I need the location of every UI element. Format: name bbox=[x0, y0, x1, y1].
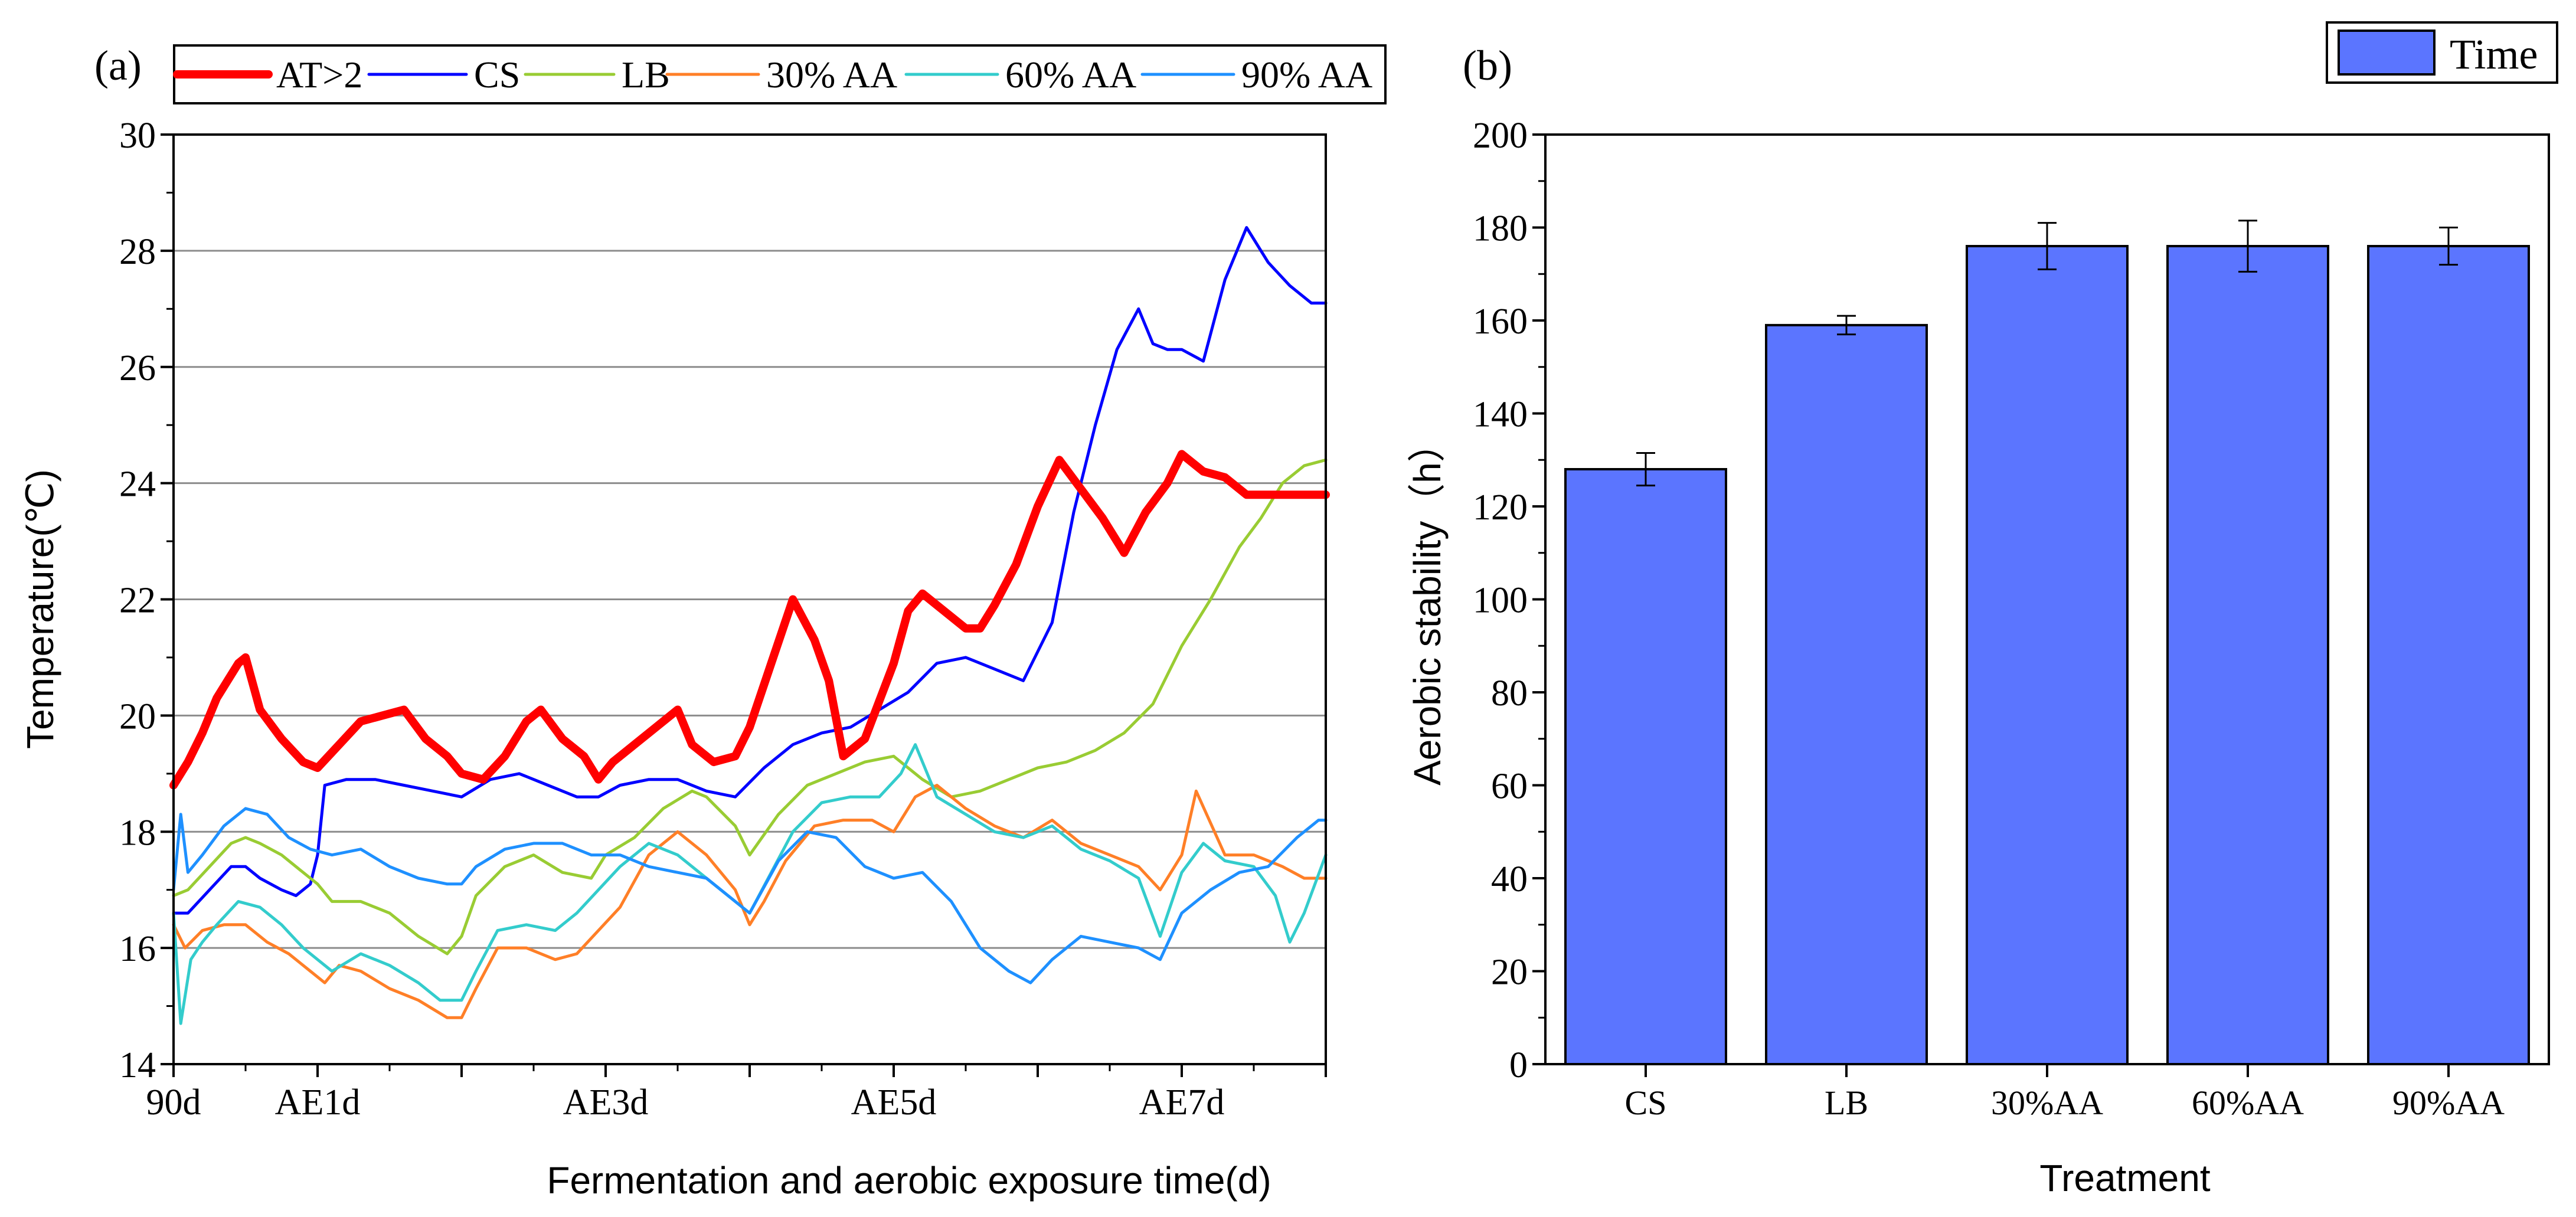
panel-b-error-bars bbox=[1636, 220, 2458, 487]
panel-b-x-axis-label: Treatment bbox=[2039, 1157, 2211, 1199]
bar-30aa bbox=[1966, 245, 2129, 1065]
x-tick-label-AE1d: AE1d bbox=[275, 1082, 361, 1123]
y-tick-label-26: 26 bbox=[119, 348, 156, 388]
panel-b-y-axis-label: Aerobic stability（h） bbox=[1406, 424, 1449, 786]
panel-b-bars bbox=[1564, 245, 2530, 1065]
legend-label-60-aa: 60% AA bbox=[1005, 54, 1136, 96]
legend-label-90-aa: 90% AA bbox=[1241, 54, 1372, 96]
legend-label-at-2: AT>2 bbox=[276, 54, 362, 96]
y-tick-label-20: 20 bbox=[119, 696, 156, 737]
series-line-cs bbox=[172, 226, 1328, 915]
bar-cs bbox=[1564, 468, 1727, 1065]
b-y-tick-label-40: 40 bbox=[1491, 859, 1528, 899]
panel-a-gridlines bbox=[174, 250, 1326, 949]
b-y-tick-label-60: 60 bbox=[1491, 767, 1528, 807]
category-label-60aa: 60%AA bbox=[2192, 1084, 2304, 1122]
b-y-tick-label-200: 200 bbox=[1473, 116, 1528, 156]
legend-swatch-time bbox=[2338, 30, 2436, 76]
panel-a-series-lines bbox=[169, 226, 1330, 1025]
panel-a-x-axis-label: Fermentation and aerobic exposure time(d… bbox=[547, 1159, 1271, 1202]
b-y-tick-label-100: 100 bbox=[1473, 581, 1528, 621]
legend-label-30-aa: 30% AA bbox=[766, 54, 897, 96]
y-tick-label-14: 14 bbox=[119, 1045, 156, 1085]
b-y-tick-label-180: 180 bbox=[1473, 209, 1528, 249]
category-label-cs: CS bbox=[1625, 1084, 1667, 1122]
b-y-tick-label-0: 0 bbox=[1509, 1045, 1528, 1085]
bar-lb bbox=[1765, 323, 1928, 1065]
y-tick-label-16: 16 bbox=[119, 929, 156, 969]
panel-a-legend: AT>2 CS LB 30% AA 60% AA 90% AA bbox=[173, 44, 1387, 104]
category-label-90aa: 90%AA bbox=[2392, 1084, 2505, 1122]
y-tick-label-30: 30 bbox=[119, 116, 156, 156]
panel-b-label: (b) bbox=[1463, 42, 1512, 89]
panel-a-y-ticks: 14 16 18 20 22 24 26 28 30 bbox=[119, 116, 174, 1085]
category-label-30aa: 30%AA bbox=[1991, 1084, 2103, 1122]
b-y-tick-label-120: 120 bbox=[1473, 488, 1528, 528]
y-tick-label-28: 28 bbox=[119, 232, 156, 272]
series-line-lb bbox=[172, 458, 1328, 956]
b-y-tick-label-80: 80 bbox=[1491, 673, 1528, 714]
b-y-tick-label-20: 20 bbox=[1491, 953, 1528, 993]
series-line-30-aa bbox=[172, 784, 1328, 1019]
x-tick-label-90d: 90d bbox=[146, 1082, 201, 1123]
x-tick-label-AE7d: AE7d bbox=[1139, 1082, 1225, 1123]
series-line-90-aa bbox=[172, 807, 1328, 984]
panel-a-label: (a) bbox=[94, 42, 142, 89]
x-tick-label-AE3d: AE3d bbox=[563, 1082, 649, 1123]
category-label-lb: LB bbox=[1825, 1084, 1868, 1122]
panel-a-y-axis-label: Temperature(℃) bbox=[19, 469, 61, 749]
y-tick-label-22: 22 bbox=[119, 581, 156, 621]
x-tick-label-AE5d: AE5d bbox=[851, 1082, 937, 1123]
b-y-tick-label-160: 160 bbox=[1473, 302, 1528, 342]
panel-a: (a) 14 16 18 20 22 24 26 28 30 90d AE1d AE3d AE5d AE… bbox=[19, 42, 1387, 1202]
legend-label-cs: CS bbox=[474, 54, 520, 96]
legend-label-lb: LB bbox=[622, 54, 670, 96]
panel-b-legend: Time bbox=[2326, 21, 2558, 84]
bar-90aa bbox=[2367, 245, 2530, 1065]
y-tick-label-24: 24 bbox=[119, 464, 156, 505]
panel-a-x-ticks: 90d AE1d AE3d AE5d AE7d bbox=[146, 1064, 1327, 1123]
bar-60aa bbox=[2166, 245, 2329, 1065]
series-line-at-2 bbox=[169, 450, 1330, 790]
legend-label-time: Time bbox=[2450, 31, 2538, 78]
panel-b-x-ticks: CS LB 30%AA 60%AA 90%AA bbox=[1625, 1064, 2505, 1122]
panel-b-y-ticks: 0 20 40 60 80 100 120 140 160 180 200 bbox=[1473, 116, 1545, 1085]
panel-b: (b) 0 20 40 60 80 100 120 140 160 180 200 CS LB 30%A… bbox=[1406, 21, 2558, 1199]
y-tick-label-18: 18 bbox=[119, 813, 156, 853]
b-y-tick-label-140: 140 bbox=[1473, 395, 1528, 435]
